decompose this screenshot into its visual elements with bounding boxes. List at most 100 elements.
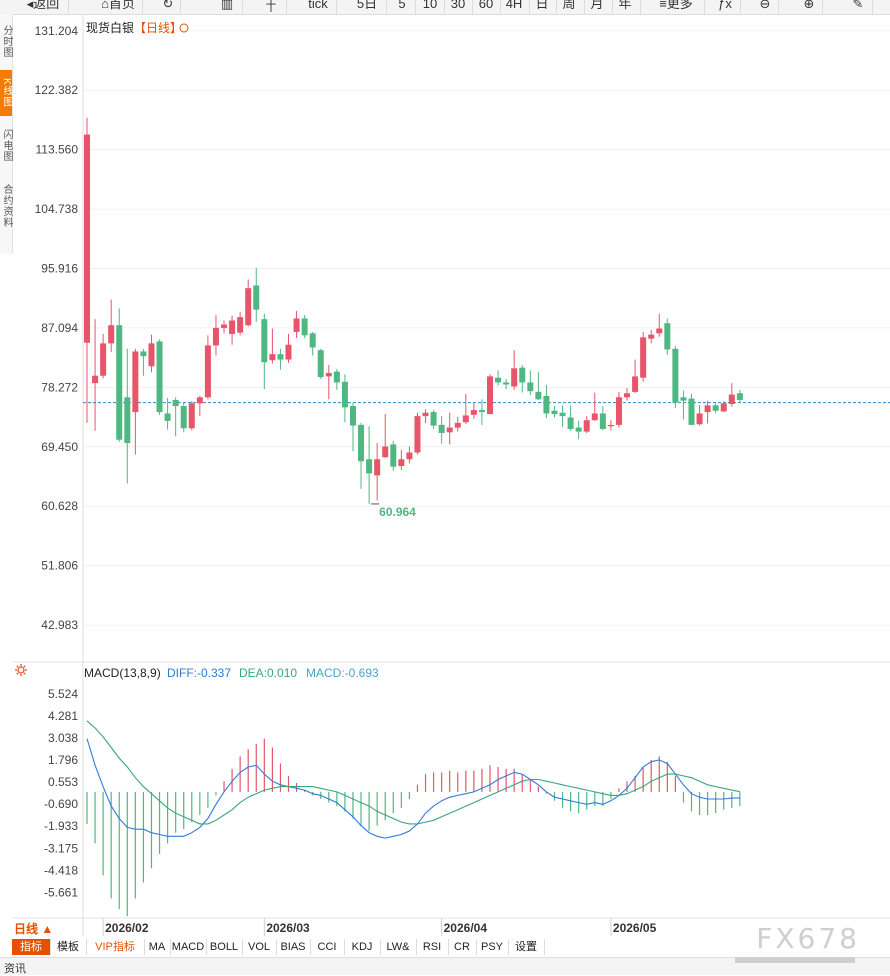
candle-body[interactable] [422, 412, 429, 417]
indicator-tab-0[interactable]: 指标 [12, 939, 51, 955]
scrollbar-thumb[interactable] [735, 957, 855, 963]
toolbar-button-5[interactable]: tick [304, 0, 332, 14]
indicator-tab-10[interactable]: LW& [380, 939, 417, 955]
candle-body[interactable] [100, 343, 107, 376]
toolbar-button-2[interactable]: ↻ [160, 0, 176, 14]
candle-body[interactable] [607, 424, 614, 427]
candle-body[interactable] [390, 444, 397, 467]
add-icon[interactable] [179, 23, 189, 33]
candle-body[interactable] [551, 410, 558, 415]
candle-body[interactable] [398, 459, 405, 466]
candle-body[interactable] [204, 345, 211, 398]
candle-body[interactable] [124, 397, 131, 444]
candle-body[interactable] [293, 318, 300, 332]
candle-body[interactable] [575, 427, 582, 432]
candle-body[interactable] [221, 324, 228, 328]
toolbar-button-16[interactable]: ≡更多 [652, 0, 700, 14]
toolbar-button-10[interactable]: 60 [476, 0, 496, 14]
candle-body[interactable] [462, 415, 469, 423]
candle-body[interactable] [333, 371, 340, 383]
toolbar-button-1[interactable]: ⌂首页 [98, 0, 138, 14]
toolbar-button-15[interactable]: 年 [614, 0, 636, 14]
candle-body[interactable] [438, 424, 445, 433]
toolbar-button-0[interactable]: ◂返回 [22, 0, 64, 14]
indicator-tab-7[interactable]: BIAS [276, 939, 311, 955]
candle-body[interactable] [648, 334, 655, 339]
toolbar-button-8[interactable]: 10 [420, 0, 440, 14]
candle-body[interactable] [543, 395, 550, 414]
toolbar-button-4[interactable]: ┼ [260, 0, 282, 14]
candle-body[interactable] [156, 341, 163, 413]
candle-body[interactable] [664, 323, 671, 350]
candle-body[interactable] [503, 382, 510, 385]
candle-body[interactable] [583, 420, 590, 432]
candle-body[interactable] [188, 403, 195, 429]
toolbar-button-19[interactable]: ⊕ [800, 0, 818, 14]
toolbar-button-12[interactable]: 日 [532, 0, 552, 14]
candle-body[interactable] [253, 285, 260, 310]
toolbar-button-9[interactable]: 30 [448, 0, 468, 14]
candle-body[interactable] [446, 427, 453, 433]
candle-body[interactable] [696, 413, 703, 425]
toolbar-button-14[interactable]: 月 [586, 0, 608, 14]
candle-body[interactable] [728, 394, 735, 405]
period-selector[interactable]: 日线 ▲ [14, 921, 80, 937]
candle-body[interactable] [349, 406, 356, 426]
candle-body[interactable] [301, 318, 308, 336]
indicator-tab-6[interactable]: VOL [242, 939, 277, 955]
candle-body[interactable] [108, 325, 115, 344]
candle-body[interactable] [285, 344, 292, 360]
candle-body[interactable] [535, 391, 542, 400]
toolbar-button-3[interactable]: ▥ [216, 0, 238, 14]
candle-body[interactable] [591, 413, 598, 421]
candle-body[interactable] [341, 381, 348, 408]
candle-body[interactable] [84, 134, 90, 343]
candle-body[interactable] [212, 327, 219, 346]
candle-body[interactable] [688, 398, 695, 425]
candle-body[interactable] [116, 325, 123, 440]
indicator-tab-8[interactable]: CCI [310, 939, 345, 955]
sidebar-item-3[interactable]: 合约资料 [1, 184, 12, 228]
candle-body[interactable] [559, 412, 566, 417]
indicator-tab-4[interactable]: MACD [170, 939, 207, 955]
indicator-tab-12[interactable]: CR [448, 939, 477, 955]
candle-body[interactable] [624, 393, 631, 398]
candle-body[interactable] [672, 348, 679, 403]
candle-body[interactable] [720, 403, 727, 412]
indicator-tab-1[interactable]: 模板 [50, 939, 87, 955]
candle-body[interactable] [382, 446, 389, 458]
toolbar-button-13[interactable]: 周 [558, 0, 580, 14]
candle-body[interactable] [478, 410, 485, 413]
candle-body[interactable] [527, 382, 534, 392]
toolbar-button-11[interactable]: 4H [503, 0, 525, 14]
toolbar-button-20[interactable]: ✎ [848, 0, 868, 14]
indicator-tab-2[interactable]: VIP指标 [86, 939, 145, 955]
candle-body[interactable] [164, 413, 171, 421]
candle-body[interactable] [712, 405, 719, 411]
candle-body[interactable] [317, 350, 324, 378]
indicator-tab-5[interactable]: BOLL [206, 939, 243, 955]
toolbar-button-18[interactable]: ⊖ [756, 0, 774, 14]
candle-body[interactable] [599, 413, 606, 429]
indicator-tab-9[interactable]: KDJ [344, 939, 381, 955]
toolbar-button-6[interactable]: 5日 [352, 0, 382, 14]
candle-body[interactable] [172, 399, 179, 407]
sidebar-item-2[interactable]: 闪电图 [1, 128, 12, 162]
candle-body[interactable] [309, 333, 316, 348]
candle-body[interactable] [277, 354, 284, 360]
candle-body[interactable] [237, 317, 244, 333]
candle-body[interactable] [704, 405, 711, 413]
candle-body[interactable] [406, 452, 413, 460]
candle-body[interactable] [495, 377, 502, 383]
candle-body[interactable] [680, 397, 687, 401]
gear-icon[interactable] [17, 666, 25, 674]
candle-body[interactable] [414, 416, 421, 453]
candle-body[interactable] [358, 424, 365, 462]
candle-body[interactable] [245, 288, 252, 326]
candle-body[interactable] [640, 337, 647, 378]
candle-body[interactable] [511, 368, 518, 387]
indicator-tab-11[interactable]: RSI [416, 939, 449, 955]
candle-body[interactable] [132, 351, 139, 413]
indicator-tab-3[interactable]: MA [144, 939, 171, 955]
